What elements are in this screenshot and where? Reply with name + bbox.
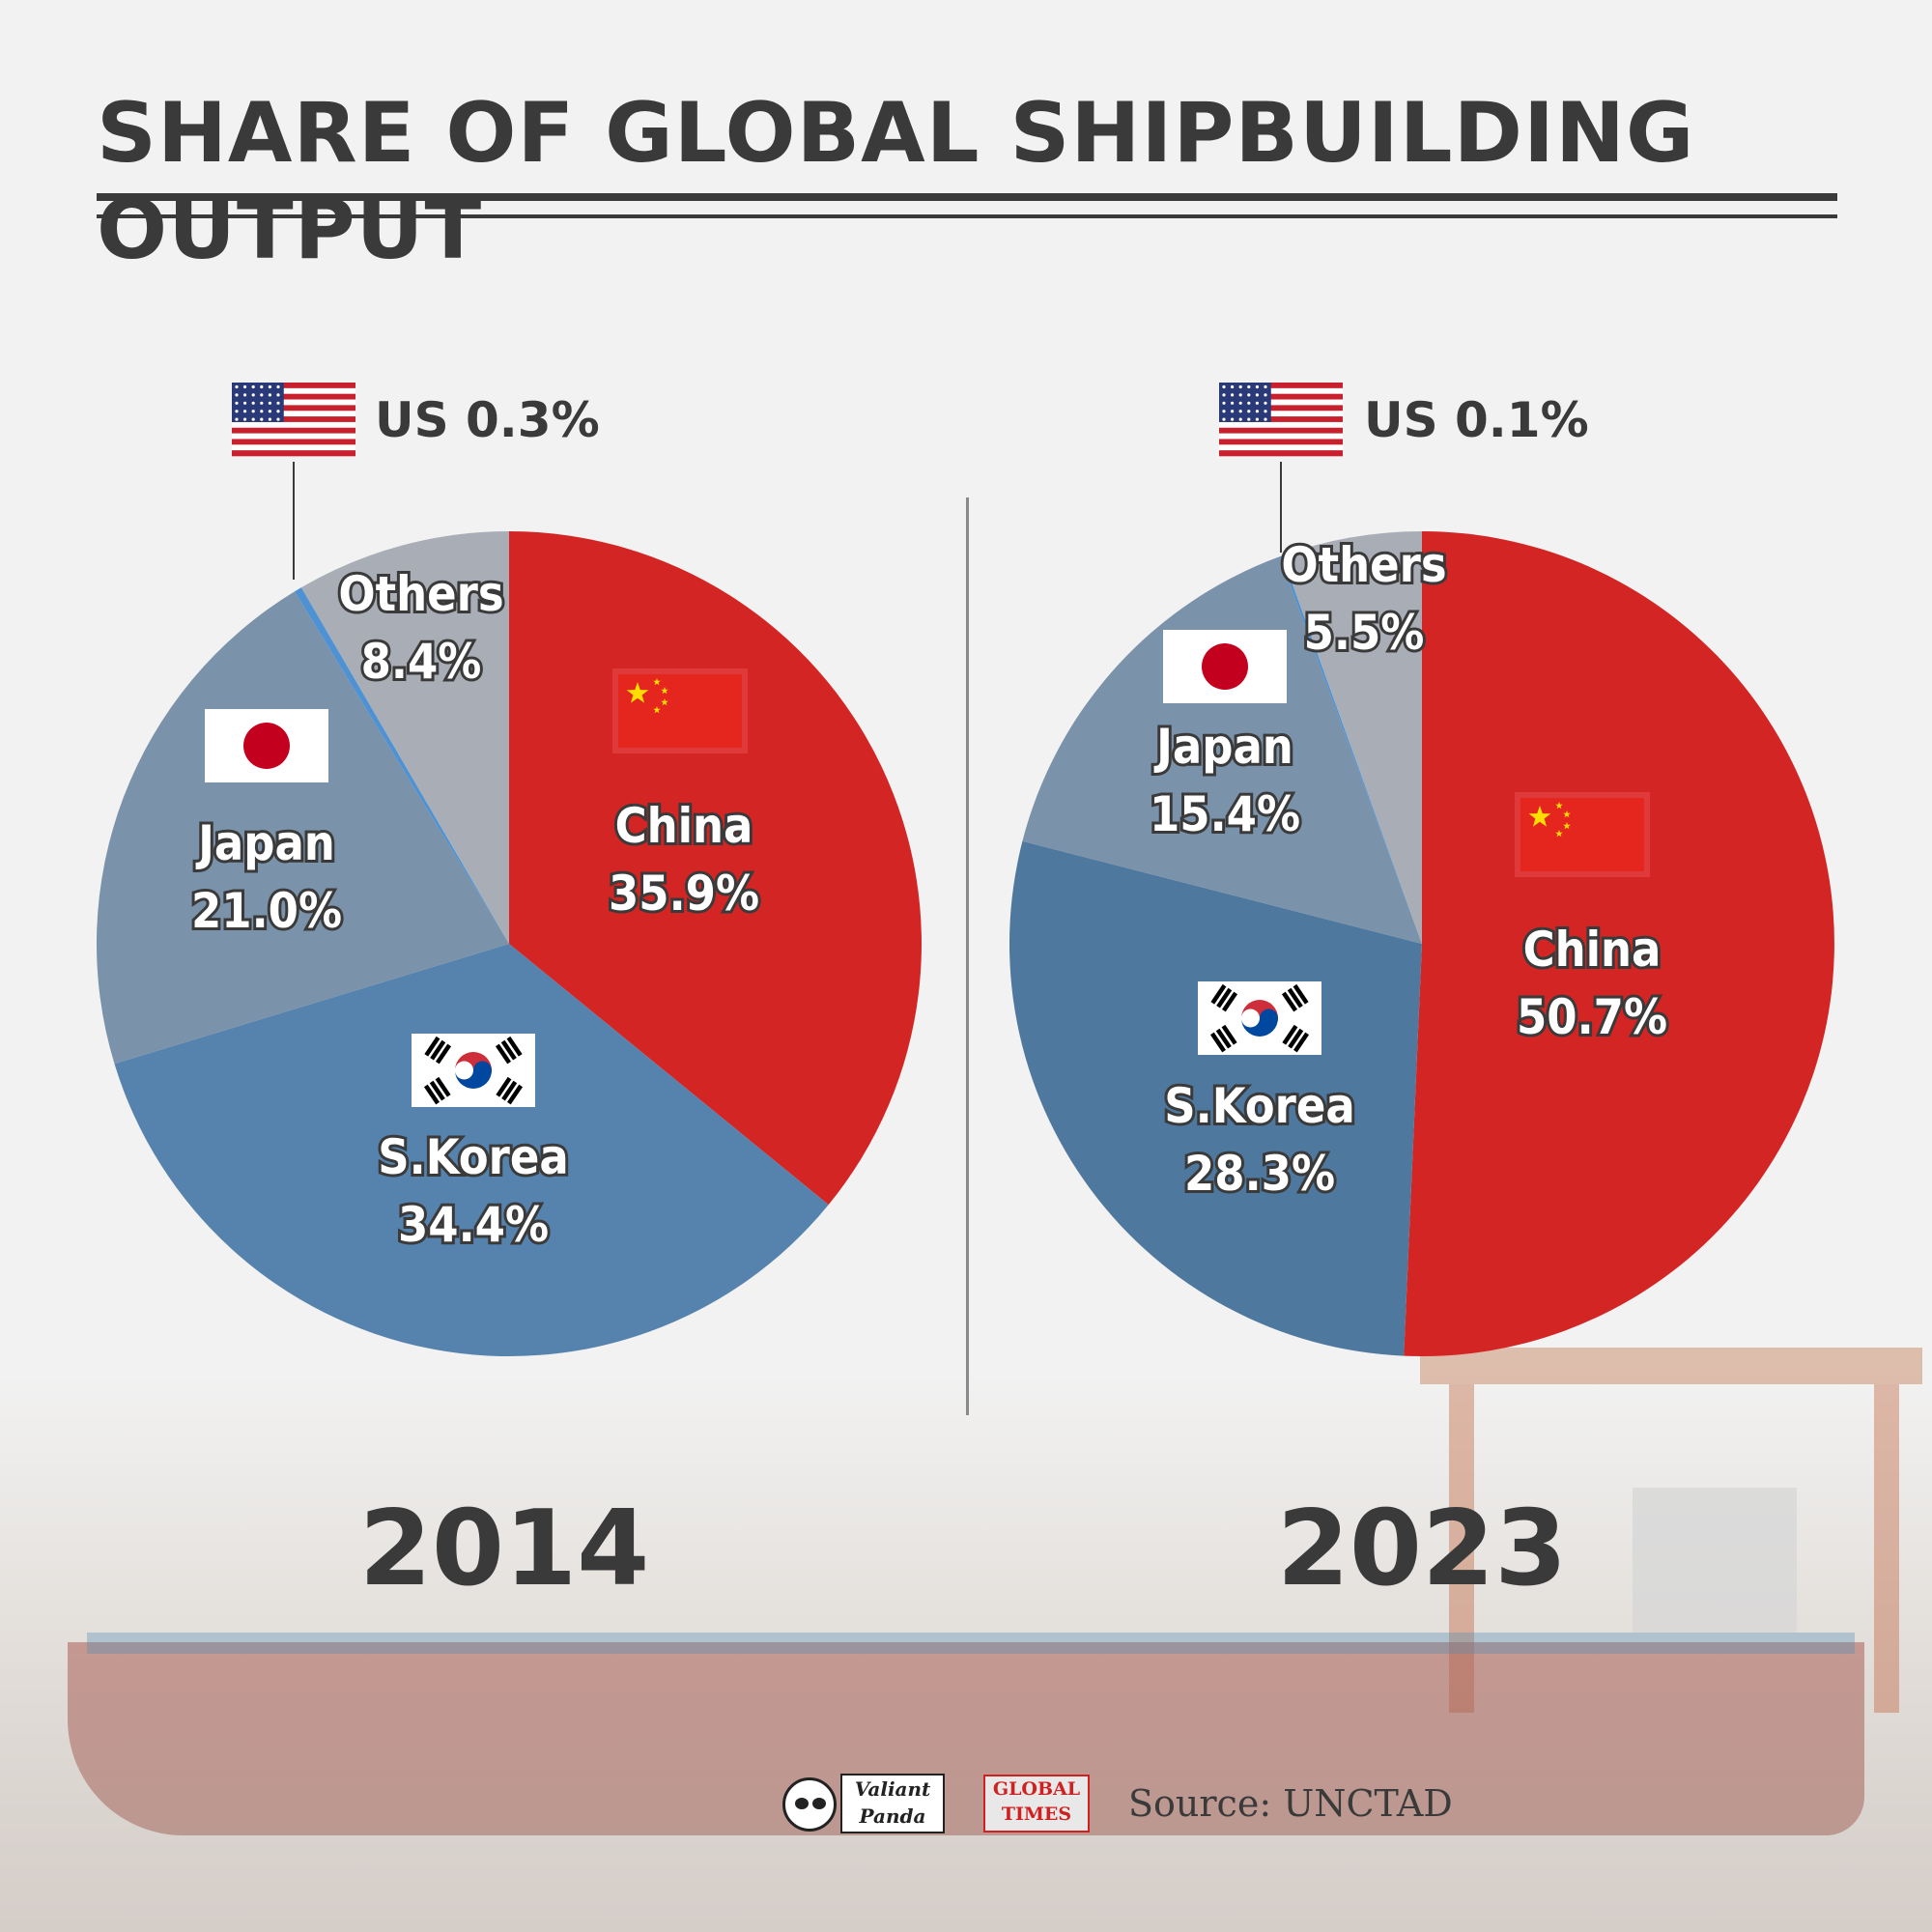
slice-label-value-skorea: 34.4% — [398, 1197, 549, 1253]
slice-label-name-japan: Japan — [195, 815, 335, 871]
logo-text-valiant: Valiant — [854, 1777, 931, 1801]
slice-label-name-china: China — [615, 798, 753, 854]
logo-text-panda: Panda — [859, 1804, 926, 1828]
pie-slice-us-2014 — [295, 587, 509, 944]
pie-slice-china-2014 — [509, 531, 922, 1206]
us-flag-icon — [232, 383, 355, 457]
us-label-2023: US 0.1% — [1364, 392, 1589, 448]
china-flag-icon — [612, 668, 748, 753]
pie-slice-japan-2023 — [1022, 556, 1422, 944]
pie-slice-japan-2014 — [96, 591, 509, 1065]
south-korea-flag-icon — [412, 1034, 535, 1107]
slice-label-name-others: Others — [338, 566, 503, 622]
background-ship-deckhouse — [1633, 1488, 1797, 1633]
pie-slice-skorea-2023 — [1009, 840, 1422, 1356]
title-rule-thick — [97, 193, 1837, 201]
slice-label-name-others: Others — [1281, 537, 1446, 593]
background-ship-hull — [68, 1642, 1864, 1835]
slice-label-name-skorea: S.Korea — [378, 1129, 568, 1185]
pie-chart-2023: China 50.7% S.Korea 28.3% Japan 15.4% US 0.1% O… — [1009, 383, 1834, 1609]
slice-label-value-skorea: 28.3% — [1184, 1146, 1335, 1202]
slice-label-value-china: 50.7% — [1517, 989, 1667, 1045]
pie-chart-2014: China 35.9% S.Korea 34.4% Japan 21.0% US 0.3% O… — [96, 383, 922, 1609]
japan-flag-icon — [205, 709, 328, 782]
pie-slice-skorea-2014 — [114, 944, 829, 1357]
global-times-logo: GLOBAL TIMES — [983, 1775, 1090, 1833]
slice-label-value-others: 8.4% — [361, 634, 482, 690]
us-flag-icon — [1219, 383, 1343, 457]
slice-label-value-china: 35.9% — [609, 866, 759, 922]
background-gantry-crane — [1420, 1348, 1922, 1384]
background-ship-stripe — [87, 1633, 1855, 1654]
japan-flag-icon — [1163, 630, 1287, 703]
pie-slice-others-2023 — [1282, 530, 1422, 944]
slice-label-name-china: China — [1523, 922, 1662, 978]
logo-text-global: GLOBAL — [992, 1778, 1081, 1800]
pie-slice-others-2014 — [300, 531, 509, 944]
background-gantry-leg — [1874, 1384, 1899, 1713]
valiant-panda-logo: Valiant Panda — [782, 1774, 947, 1833]
slice-label-value-japan: 15.4% — [1150, 786, 1300, 842]
pie-slice-china-2023 — [1404, 531, 1834, 1356]
pie-slice-us-2023 — [1279, 555, 1422, 944]
panda-icon — [782, 1777, 837, 1832]
footer: Valiant Panda GLOBAL TIMES Source: UNCTA… — [782, 1770, 1453, 1837]
china-flag-icon — [1515, 792, 1650, 877]
year-label-2023: 2023 — [1277, 1489, 1568, 1609]
south-korea-flag-icon — [1198, 981, 1321, 1055]
slice-label-value-others: 5.5% — [1304, 605, 1425, 661]
slice-label-name-skorea: S.Korea — [1164, 1078, 1354, 1134]
logo-text-times: TIMES — [1001, 1804, 1072, 1825]
source-note: Source: UNCTAD — [1128, 1782, 1453, 1825]
year-label-2014: 2014 — [359, 1489, 650, 1609]
title-rule-thin — [97, 214, 1837, 218]
chart-divider — [966, 497, 969, 1415]
us-label-2014: US 0.3% — [375, 392, 600, 448]
slice-label-value-japan: 21.0% — [191, 883, 342, 939]
slice-label-name-japan: Japan — [1153, 719, 1293, 775]
